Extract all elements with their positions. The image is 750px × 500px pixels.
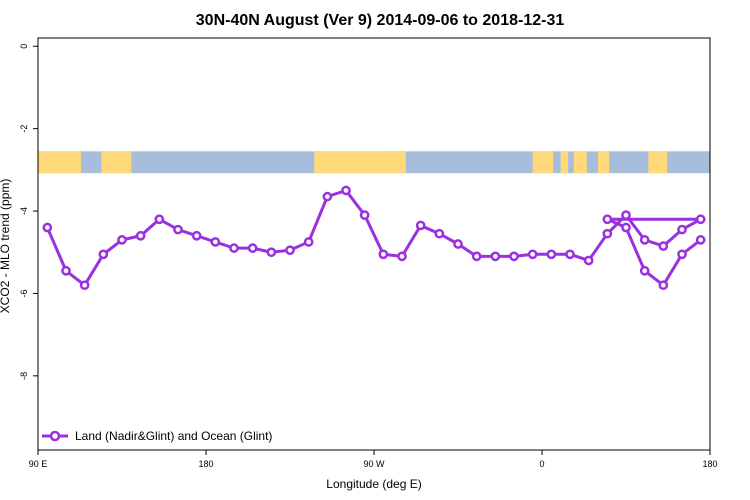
- data-point: [285, 245, 295, 256]
- chart-title: 30N-40N August (Ver 9) 2014-09-06 to 201…: [196, 12, 565, 29]
- series-line: [45, 188, 703, 287]
- y-axis-label: XCO2 - MLO trend (ppm): [0, 179, 12, 314]
- data-point: [266, 247, 277, 258]
- data-point: [154, 214, 165, 225]
- x-tick-label: 180: [702, 459, 717, 469]
- x-tick-label: 0: [539, 459, 544, 469]
- data-point: [135, 230, 146, 241]
- data-point: [490, 251, 501, 262]
- data-point: [658, 280, 669, 291]
- y-tick-label: 0: [19, 44, 29, 49]
- x-tick-label: 90 W: [363, 459, 385, 469]
- y-tick-label: -8: [19, 372, 29, 380]
- x-tick-label: 90 E: [29, 459, 48, 469]
- land-segment: [38, 151, 81, 174]
- data-point: [247, 243, 258, 253]
- data-point: [509, 251, 519, 262]
- data-point: [303, 237, 314, 247]
- data-point: [602, 214, 613, 225]
- data-point: [341, 185, 351, 196]
- x-tick-label: 180: [198, 459, 213, 469]
- land-segment: [648, 151, 668, 174]
- data-point: [639, 235, 650, 245]
- data-point: [621, 222, 631, 233]
- land-ocean-band: [38, 151, 710, 174]
- data-point: [695, 235, 706, 245]
- data-point: [621, 210, 631, 221]
- x-axis-label: Longitude (deg E): [326, 477, 421, 491]
- data-point: [602, 228, 613, 239]
- series-line-group: [45, 188, 703, 287]
- data-point: [677, 249, 687, 260]
- data-point: [210, 237, 221, 247]
- data-point: [639, 265, 650, 276]
- plot-frame: [37, 37, 711, 451]
- data-point: [397, 251, 407, 262]
- legend-marker: [49, 430, 61, 442]
- data-point: [695, 214, 706, 225]
- x-axis: 90 E 180 90 W 0 180: [29, 450, 718, 469]
- data-point: [98, 249, 109, 260]
- land-segment: [598, 151, 610, 174]
- data-point: [415, 220, 426, 231]
- y-axis: 0 -2 -4 -6 -8: [19, 44, 38, 380]
- data-point: [378, 249, 389, 260]
- land-segment: [532, 151, 554, 174]
- y-tick-label: -2: [19, 125, 29, 133]
- data-point: [453, 239, 463, 249]
- y-tick-label: -6: [19, 289, 29, 297]
- data-point: [527, 249, 538, 260]
- data-point: [61, 265, 71, 276]
- land-segment: [388, 151, 406, 174]
- data-point: [191, 230, 202, 241]
- data-point: [322, 191, 333, 202]
- data-point: [229, 243, 239, 253]
- data-point: [79, 280, 90, 291]
- data-point: [658, 241, 669, 251]
- data-point: [434, 228, 445, 239]
- y-tick-label: -4: [19, 207, 29, 215]
- land-segment: [101, 151, 132, 174]
- legend-label: Land (Nadir&Glint) and Ocean (Glint): [75, 429, 272, 443]
- data-point: [471, 251, 482, 262]
- legend: Land (Nadir&Glint) and Ocean (Glint): [42, 429, 272, 443]
- land-segment: [573, 151, 587, 174]
- data-point: [42, 222, 53, 233]
- data-point: [546, 249, 557, 260]
- data-point: [359, 210, 370, 221]
- data-point: [117, 235, 127, 245]
- series-points-group: [42, 185, 706, 291]
- land-segment: [314, 151, 401, 174]
- data-point: [677, 224, 687, 235]
- land-segment: [560, 151, 569, 174]
- data-point: [583, 255, 594, 266]
- data-point: [565, 249, 575, 260]
- data-point: [173, 224, 183, 235]
